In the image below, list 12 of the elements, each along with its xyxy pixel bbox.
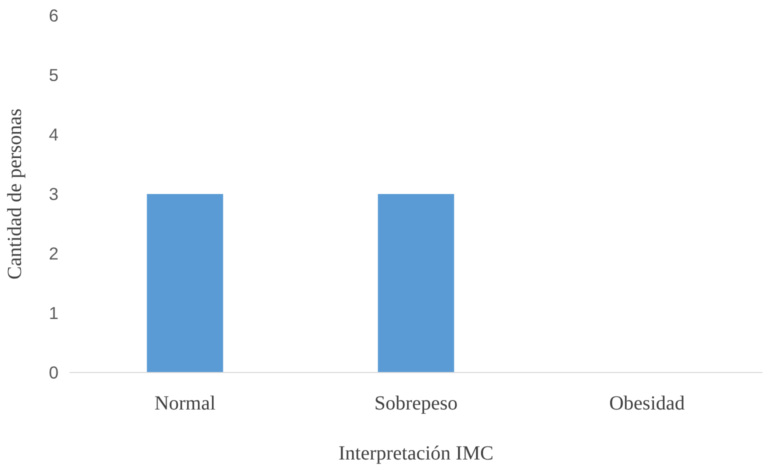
x-tick-label: Obesidad — [609, 392, 685, 414]
x-axis-title: Interpretación IMC — [338, 442, 494, 464]
y-tick-label: 0 — [48, 362, 59, 382]
y-tick-label: 5 — [48, 65, 59, 85]
y-axis-title: Cantidad de personas — [4, 108, 26, 280]
y-tick-label: 6 — [48, 6, 59, 26]
y-tick-label: 2 — [48, 244, 59, 264]
x-tick-label: Sobrepeso — [374, 392, 458, 414]
y-tick-label: 3 — [48, 184, 59, 204]
y-tick-label: 1 — [48, 303, 59, 323]
x-tick-label: Normal — [154, 392, 216, 414]
y-tick-label: 4 — [48, 124, 59, 144]
